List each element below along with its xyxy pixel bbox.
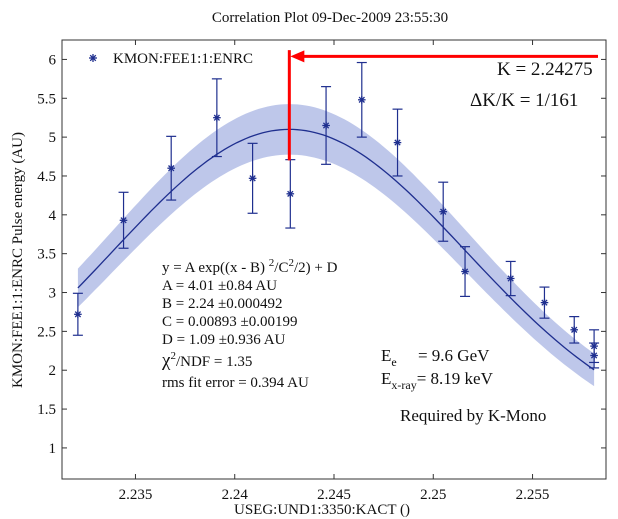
data-point [119, 216, 128, 225]
dk-value: 1/161 [535, 90, 578, 111]
data-point-stroke [571, 326, 578, 333]
data-point-stroke [507, 275, 514, 282]
x-tick-label: 2.25 [420, 487, 446, 503]
data-point [74, 310, 82, 319]
y-tick-label: 6 [49, 52, 57, 68]
y-tick-label: 5.5 [37, 91, 56, 107]
y-axis-ticks: 1 1.5 2 2.5 3 3.5 4 4.5 5 5.5 6 [37, 52, 606, 457]
data-point-stroke [249, 175, 256, 182]
electron-energy: Ee = 9.6 GeV [381, 346, 490, 369]
y-tick-label: 3.5 [37, 247, 56, 263]
dk-label: ΔK/K = 1/161 [470, 90, 578, 111]
fit-param-d: D = 1.09 ±0.936 AU [162, 332, 286, 348]
fit-param-c: C = 0.00893 ±0.00199 [162, 314, 297, 330]
required-by-label: Required by K-Mono [400, 406, 546, 425]
dk-prefix: ΔK/K = [470, 90, 535, 111]
data-point-stroke [120, 217, 127, 224]
x-tick-label: 2.235 [119, 487, 153, 503]
data-point [590, 351, 598, 360]
data-point [248, 174, 257, 183]
data-point [570, 326, 578, 334]
data-point-stroke [440, 208, 447, 215]
chi2-ndf: χ2/NDF = 1.35 [161, 350, 252, 371]
data-point-stroke [590, 342, 598, 350]
y-tick-label: 5 [49, 130, 57, 146]
x-axis-ticks: 2.235 2.24 2.245 2.25 2.255 [119, 40, 550, 503]
chart-title: Correlation Plot 09-Dec-2009 23:55:30 [212, 10, 448, 26]
data-point-stroke [322, 122, 330, 129]
data-point-stroke [358, 96, 365, 103]
x-tick-label: 2.255 [516, 487, 550, 503]
fit-param-b: B = 2.24 ±0.000492 [162, 296, 282, 312]
data-point [461, 267, 469, 276]
data-point [322, 121, 330, 130]
fit-equation: y = A exp((x - B) 2/C2/2) + D [162, 257, 338, 276]
data-point [540, 298, 549, 307]
y-tick-label: 2 [49, 363, 57, 379]
data-point-stroke [213, 114, 220, 121]
fit-param-a: A = 4.01 ±0.84 AU [162, 278, 277, 294]
data-point [506, 274, 515, 283]
data-point [393, 138, 402, 147]
x-tick-label: 2.24 [222, 487, 249, 503]
point-layer [74, 96, 598, 360]
y-tick-label: 1 [49, 441, 57, 457]
data-point [213, 113, 221, 122]
fit-confidence-band [77, 104, 595, 387]
legend-marker-icon [89, 54, 97, 62]
k-value-label: K = 2.24275 [497, 59, 593, 80]
y-tick-label: 4 [49, 208, 57, 224]
data-point [590, 342, 598, 350]
xray-energy: Ex-ray= 8.19 keV [381, 369, 494, 392]
data-point-stroke [74, 311, 82, 318]
legend-marker [89, 54, 97, 62]
fit-band-layer [77, 104, 595, 387]
y-tick-label: 4.5 [37, 169, 56, 185]
y-tick-label: 3 [49, 286, 57, 302]
data-point-stroke [541, 299, 548, 306]
data-point-stroke [89, 54, 97, 62]
data-point [439, 207, 447, 216]
data-point [286, 190, 295, 198]
k-arrow-head-icon [290, 50, 305, 63]
rms-fit-error: rms fit error = 0.394 AU [162, 375, 309, 391]
data-point-stroke [590, 352, 598, 359]
data-point-stroke [287, 190, 294, 197]
x-tick-label: 2.245 [317, 487, 351, 503]
legend-entry: KMON:FEE1:1:ENRC [113, 51, 253, 67]
data-point-stroke [168, 165, 175, 172]
data-point [358, 96, 366, 104]
fit-results: y = A exp((x - B) 2/C2/2) + D A = 4.01 ±… [161, 257, 338, 391]
y-tick-label: 1.5 [37, 402, 56, 418]
data-point [167, 164, 175, 172]
data-point-stroke [461, 268, 469, 275]
y-axis-label: KMON:FEE1:1:ENRC Pulse energy (AU) [10, 132, 26, 388]
y-tick-label: 2.5 [37, 324, 56, 340]
data-point-stroke [394, 139, 401, 146]
k-marker [287, 50, 598, 161]
x-axis-label: USEG:UND1:3350:KACT () [234, 502, 410, 518]
legend: KMON:FEE1:1:ENRC [89, 51, 253, 67]
